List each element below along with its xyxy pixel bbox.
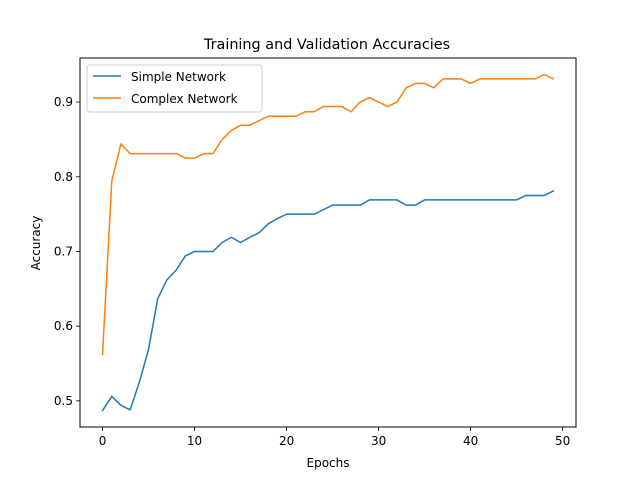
x-tick-label: 50 xyxy=(555,434,570,448)
y-tick-label: 0.6 xyxy=(54,319,73,333)
plot-frame xyxy=(79,57,577,428)
x-axis-label: Epochs xyxy=(307,456,350,470)
legend: Simple Network Complex Network xyxy=(86,64,263,113)
legend-label-complex-network: Complex Network xyxy=(131,92,238,106)
x-tick-label: 0 xyxy=(99,434,107,448)
series-lines xyxy=(101,73,555,412)
y-axis-ticks: 0.5 0.6 0.7 0.8 0.9 xyxy=(54,95,80,408)
x-tick-label: 40 xyxy=(463,434,478,448)
series-line-complex-network xyxy=(101,73,555,356)
y-tick-label: 0.8 xyxy=(54,170,73,184)
y-tick-label: 0.7 xyxy=(54,244,73,258)
series-line-simple-network xyxy=(101,189,555,412)
y-tick-label: 0.5 xyxy=(54,394,73,408)
x-tick-label: 30 xyxy=(371,434,386,448)
x-tick-label: 10 xyxy=(187,434,202,448)
legend-label-simple-network: Simple Network xyxy=(131,70,226,84)
x-tick-label: 20 xyxy=(279,434,294,448)
legend-box xyxy=(86,64,263,113)
chart-title: Training and Validation Accuracies xyxy=(203,37,450,53)
y-tick-label: 0.9 xyxy=(54,95,73,109)
y-axis-label: Accuracy xyxy=(29,216,43,271)
x-axis-ticks: 0 10 20 30 40 50 xyxy=(99,427,570,448)
